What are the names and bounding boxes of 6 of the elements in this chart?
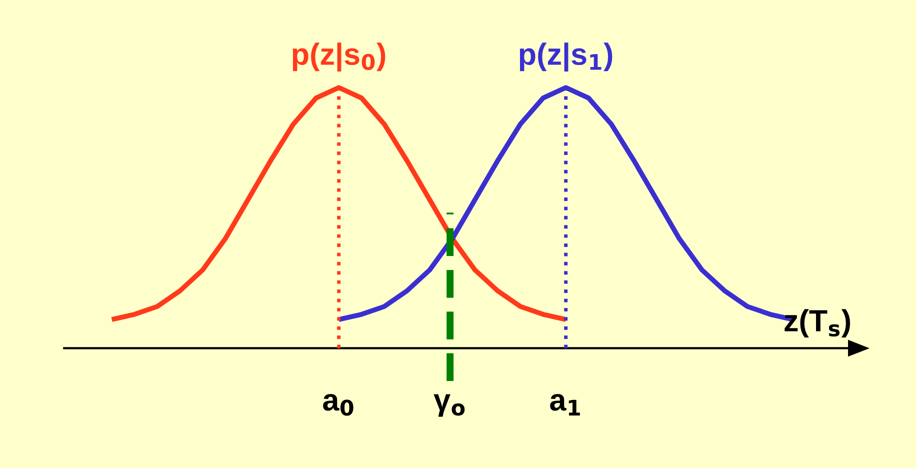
series-label: p(z|s$_{1}$) bbox=[520, 42, 612, 72]
ref-line-label: γ$_{o}$ bbox=[434, 394, 465, 417]
x-tick-label: a$_{1}$ bbox=[550, 394, 580, 416]
x-axis-title: z(T$_{s}$) bbox=[784, 309, 850, 338]
series-label: p(z|s$_{0}$) bbox=[292, 42, 386, 72]
x-tick-label: a$_{0}$ bbox=[323, 394, 354, 416]
